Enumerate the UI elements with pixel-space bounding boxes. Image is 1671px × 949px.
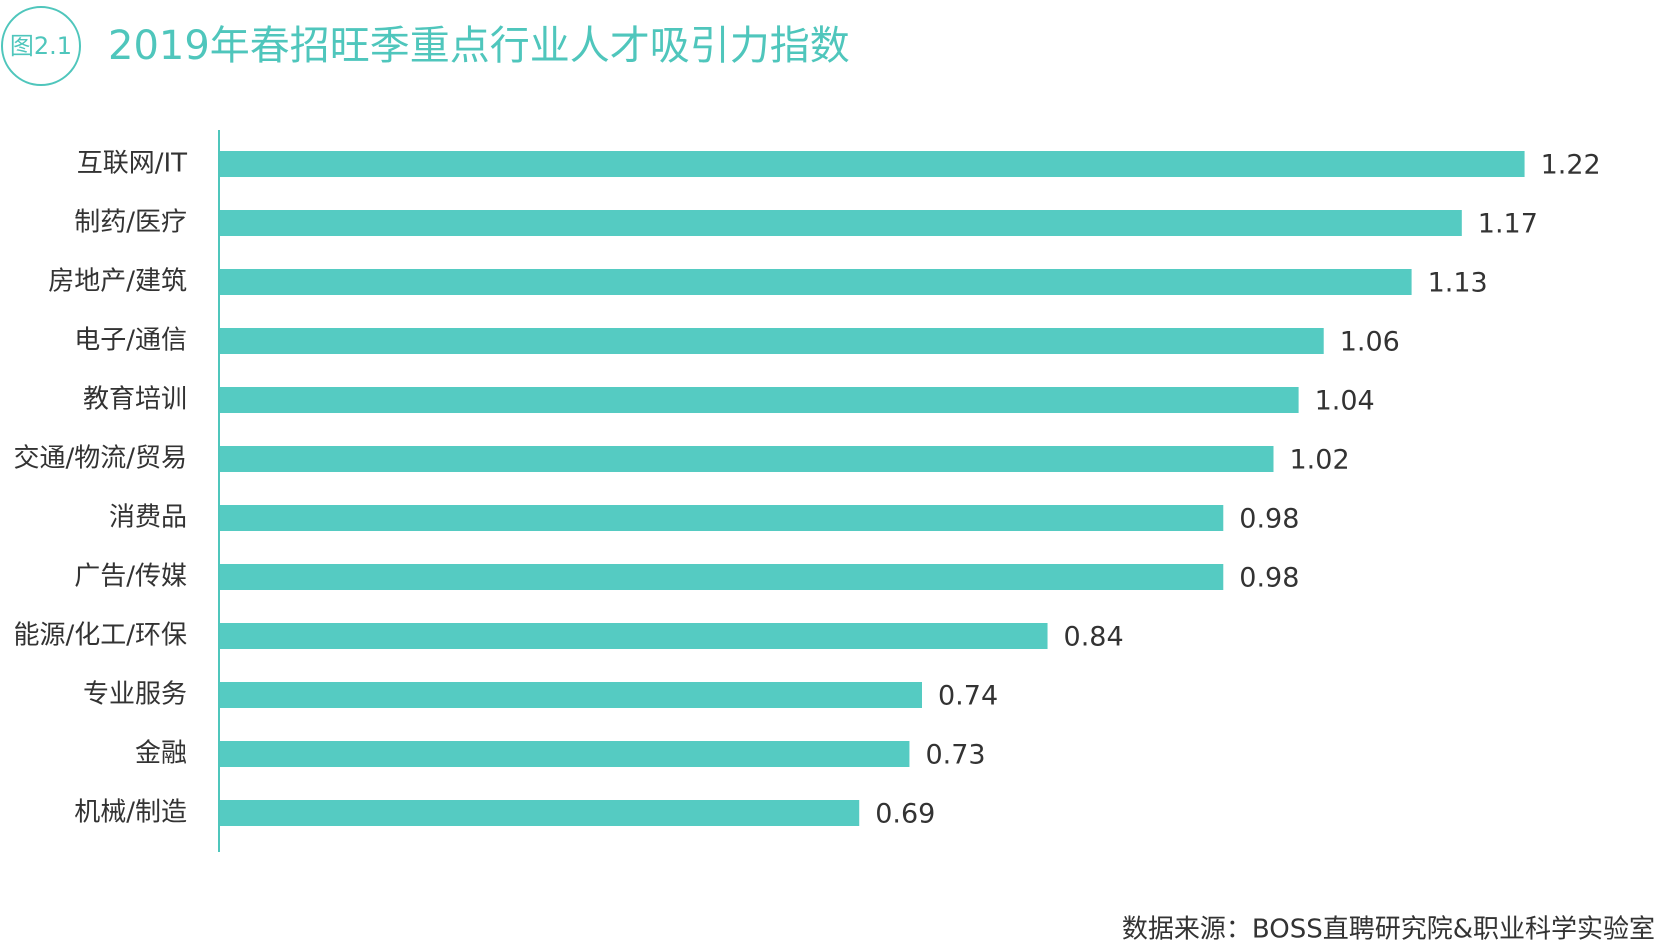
bar: [220, 741, 910, 767]
category-label: 广告/传媒: [74, 562, 187, 592]
category-label: 制药/医疗: [74, 208, 187, 238]
bar: [220, 564, 1224, 590]
value-label: 0.74: [938, 681, 998, 712]
chart-title: 2019年春招旺季重点行业人才吸引力指数: [108, 23, 850, 69]
category-label: 房地产/建筑: [48, 267, 187, 297]
value-label: 1.22: [1541, 150, 1601, 181]
value-label: 1.04: [1315, 386, 1375, 417]
bar: [220, 505, 1224, 531]
value-label: 1.02: [1290, 445, 1350, 476]
bar: [220, 151, 1525, 177]
value-label: 0.84: [1064, 622, 1124, 653]
value-label: 1.06: [1340, 327, 1400, 358]
category-label: 能源/化工/环保: [13, 621, 187, 651]
category-label: 机械/制造: [74, 798, 187, 828]
bar: [220, 387, 1299, 413]
bar: [220, 800, 860, 826]
category-label: 专业服务: [83, 680, 187, 710]
value-label: 0.98: [1239, 563, 1299, 594]
bar: [220, 210, 1462, 236]
bar: [220, 682, 922, 708]
bar: [220, 446, 1274, 472]
value-label: 0.69: [875, 799, 935, 830]
category-label: 教育培训: [83, 385, 187, 415]
value-label: 0.98: [1239, 504, 1299, 535]
category-label: 互联网/IT: [77, 149, 187, 179]
value-label: 0.73: [925, 740, 985, 771]
value-label: 1.17: [1478, 209, 1538, 240]
bar: [220, 328, 1324, 354]
bar: [220, 269, 1412, 295]
badge: 图2.1: [10, 32, 72, 60]
category-label: 消费品: [109, 503, 187, 533]
value-label: 1.13: [1428, 268, 1488, 299]
category-label: 交通/物流/贸易: [13, 444, 187, 474]
category-label: 金融: [135, 739, 187, 769]
bar: [220, 623, 1048, 649]
source: 数据来源：BOSS直聘研究院&职业科学实验室: [1122, 915, 1655, 945]
category-label: 电子/通信: [74, 326, 187, 356]
badge-circle: [1, 6, 81, 86]
